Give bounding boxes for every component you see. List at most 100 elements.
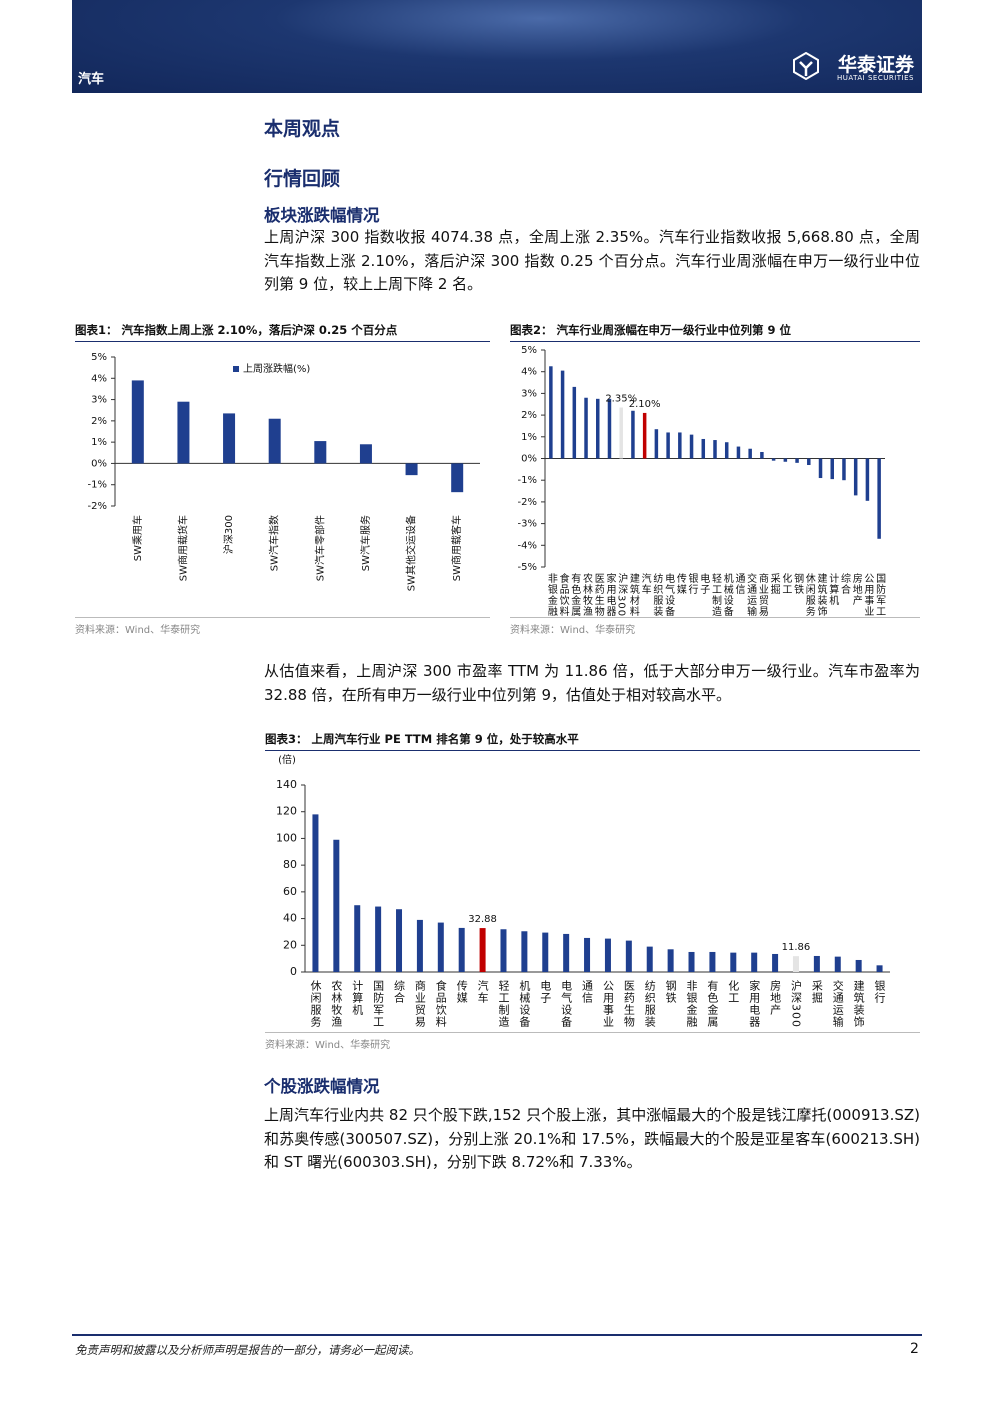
bar	[572, 386, 577, 459]
x-tick-label: 食品饮料	[557, 572, 569, 616]
x-tick-label: 医药生物	[592, 573, 604, 616]
x-tick-label: 公用事业	[601, 980, 614, 1028]
y-tick-label: 5%	[91, 352, 107, 363]
bar	[813, 955, 820, 972]
bar	[771, 458, 776, 461]
bar	[642, 412, 647, 459]
y-tick-label: 120	[276, 805, 297, 818]
x-tick-label: 家用电器	[604, 572, 616, 616]
y-tick-label: -2%	[88, 501, 107, 512]
y-tick-label: 80	[283, 858, 297, 871]
x-tick-label: 计算机	[351, 980, 364, 1016]
bar	[354, 905, 361, 972]
x-tick-label: 建筑材料	[627, 572, 639, 616]
bar	[688, 951, 695, 972]
chart-title: 图表3： 上周汽车行业 PE TTM 排名第 9 位，处于较高水平	[265, 731, 920, 751]
x-tick-label: 纺织服装	[651, 572, 663, 616]
x-tick-label: 计算机	[827, 572, 839, 606]
x-tick-label: 有色金属	[569, 572, 581, 616]
bar	[542, 932, 549, 972]
chart-title-text: 汽车指数上周上涨 2.10%，落后沪深 0.25 个百分点	[121, 323, 398, 337]
bar	[713, 440, 717, 459]
chart: 0 20 40 60 80 100 120 140 休闲服务 农林牧渔 计算机 国防军工 综合 商业贸易食…	[276, 753, 890, 1028]
chart-label: 图表3：	[265, 732, 308, 746]
y-tick-label: -1%	[518, 475, 537, 486]
y-tick-label: -4%	[518, 540, 537, 551]
bar	[830, 458, 834, 480]
bar	[667, 949, 674, 972]
bar	[807, 458, 811, 466]
bar	[876, 965, 883, 972]
x-tick-label: 休闲服务	[803, 573, 815, 616]
x-tick-label: 休闲服务	[309, 980, 322, 1028]
x-tick-label: 机械设备	[518, 979, 531, 1028]
bar	[458, 927, 465, 972]
chart-source: 资料来源：Wind、华泰研究	[265, 1032, 920, 1051]
bar	[689, 434, 694, 459]
chart-source: 资料来源：Wind、华泰研究	[75, 617, 490, 636]
y-tick-label: -2%	[518, 497, 537, 508]
data-label: 11.86	[782, 942, 811, 953]
chart-label: 图表2：	[510, 323, 553, 337]
bar	[678, 432, 682, 459]
bar	[479, 928, 486, 972]
paragraph: 上周沪深 300 指数收报 4074.38 点，全周上涨 2.35%。汽车行业指…	[264, 228, 920, 293]
y-tick-label: 1%	[521, 432, 537, 443]
y-tick-label: 3%	[91, 395, 107, 406]
bar	[724, 442, 729, 459]
bar	[760, 451, 764, 459]
x-tick-label: SW汽车服务	[359, 515, 372, 571]
x-tick-label: 电子	[698, 572, 710, 595]
data-label: 2.10%	[629, 399, 661, 410]
paragraph: 从估值来看，上周沪深 300 市盈率 TTM 为 11.86 倍，低于大部分申万…	[264, 662, 920, 704]
bar	[375, 906, 382, 972]
x-tick-label: 采掘	[810, 980, 823, 1004]
page-number: 2	[910, 1341, 919, 1357]
x-tick-label: 传媒	[674, 573, 686, 595]
x-tick-label: 国防军工	[372, 980, 385, 1028]
y-tick-label: 2%	[521, 410, 537, 421]
y-tick-label: 0%	[91, 458, 107, 469]
y-tick-label: 20	[283, 938, 297, 951]
x-tick-label: 非银金融	[685, 980, 698, 1028]
footer-line	[72, 1334, 922, 1336]
bar	[842, 458, 846, 481]
data-label: 32.88	[468, 914, 497, 925]
x-tick-label: 交通运输	[831, 979, 844, 1028]
x-tick-label: 交通运输	[745, 572, 757, 616]
chart-title-text: 上周汽车行业 PE TTM 排名第 9 位，处于较高水平	[311, 732, 579, 746]
x-tick-label: SW其他交运设备	[405, 515, 418, 591]
y-tick-label: 2%	[91, 416, 107, 427]
y-tick-label: -3%	[518, 519, 537, 530]
x-tick-label: 纺织服装	[643, 979, 656, 1028]
bar	[709, 951, 716, 972]
y-tick-label: 5%	[521, 345, 537, 356]
bar	[560, 370, 565, 459]
y-tick-label: 0%	[521, 454, 537, 465]
y-tick-label: -1%	[88, 480, 107, 491]
bar	[359, 444, 372, 464]
bar	[500, 929, 507, 972]
bar	[312, 814, 319, 972]
x-tick-label: 电气设备	[560, 980, 573, 1028]
bar	[396, 909, 403, 972]
x-tick-label: SW汽车指数	[268, 515, 281, 571]
x-tick-label: 银行	[686, 572, 698, 595]
legend-label: 上周涨跌幅(%)	[243, 362, 310, 375]
x-tick-label: 食品饮料	[434, 979, 447, 1028]
x-tick-label: SW汽车零部件	[313, 515, 326, 581]
bar	[584, 937, 591, 972]
bar	[654, 429, 659, 459]
x-tick-label: 医药生物	[622, 980, 635, 1028]
header-bar: 汽车 华泰证券 HUATAI SECURITIES	[72, 0, 922, 93]
x-tick-label: 电气设备	[663, 572, 675, 616]
bar	[451, 463, 464, 493]
x-tick-label: 轻工制造	[497, 979, 510, 1028]
x-tick-label: 农林牧渔	[581, 572, 593, 616]
bar	[625, 940, 632, 972]
bar	[795, 458, 799, 463]
y-tick-label: 0	[290, 965, 297, 978]
y-tick-label: 4%	[521, 367, 537, 378]
bar	[865, 458, 870, 501]
bar	[736, 446, 741, 459]
